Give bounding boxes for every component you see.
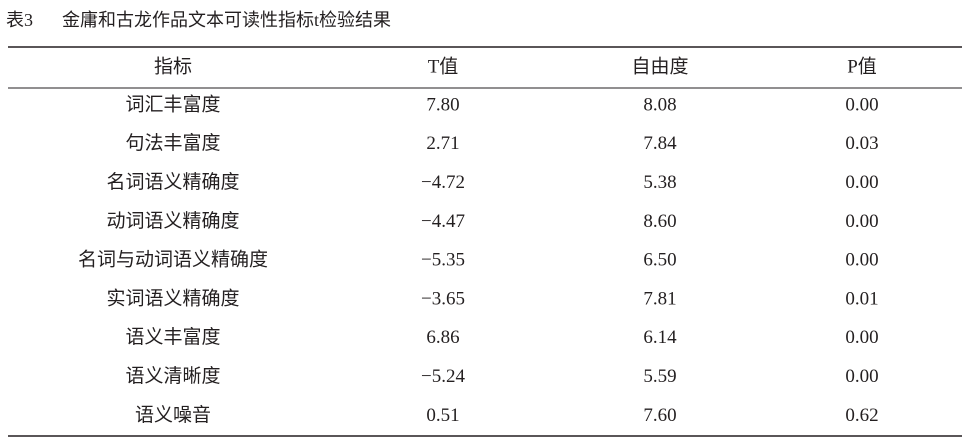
cell: −4.72 — [421, 172, 465, 193]
cell: 6.86 — [426, 327, 459, 348]
row-label: 名词与动词语义精确度 — [78, 249, 268, 271]
row-label: 实词语义精确度 — [106, 287, 239, 309]
cell: 6.50 — [643, 250, 676, 271]
cell: 2.71 — [426, 133, 459, 154]
cell: 0.00 — [845, 172, 878, 193]
header-cell: T值 — [428, 55, 459, 77]
cell: 7.81 — [643, 288, 676, 309]
cell: 0.03 — [845, 133, 878, 154]
row-label: 语义清晰度 — [125, 365, 220, 387]
cell: 0.62 — [845, 405, 878, 426]
cell: 0.00 — [845, 327, 878, 348]
cell: 7.60 — [643, 405, 676, 426]
header-cell: P值 — [847, 55, 877, 77]
cell: 6.14 — [643, 327, 677, 348]
row-label: 词汇丰富度 — [125, 93, 220, 115]
cell: 0.00 — [845, 94, 878, 115]
cell: 5.59 — [643, 366, 676, 387]
caption-title: 金庸和古龙作品文本可读性指标t检验结果 — [62, 10, 391, 30]
cell: 0.01 — [845, 288, 878, 309]
cell: 8.08 — [643, 94, 676, 115]
cell: 0.00 — [845, 211, 878, 232]
row-label: 名词语义精确度 — [106, 171, 239, 193]
cell: 0.00 — [845, 250, 878, 271]
row-label: 动词语义精确度 — [106, 210, 239, 232]
cell: 8.60 — [643, 211, 676, 232]
cell: 0.51 — [426, 405, 459, 426]
cell: 0.00 — [845, 366, 878, 387]
cell: 7.84 — [643, 133, 677, 154]
row-label: 语义噪音 — [135, 404, 211, 426]
row-label: 句法丰富度 — [125, 132, 220, 154]
cell: 5.38 — [643, 172, 676, 193]
caption-number: 表3 — [6, 10, 33, 30]
cell: −4.47 — [421, 211, 465, 232]
header-cell: 自由度 — [631, 55, 688, 77]
cell: −5.24 — [421, 366, 465, 387]
cell: 7.80 — [426, 94, 459, 115]
cell: −3.65 — [421, 288, 465, 309]
cell: −5.35 — [421, 250, 465, 271]
row-label: 语义丰富度 — [125, 326, 220, 348]
header-cell: 指标 — [154, 55, 192, 77]
